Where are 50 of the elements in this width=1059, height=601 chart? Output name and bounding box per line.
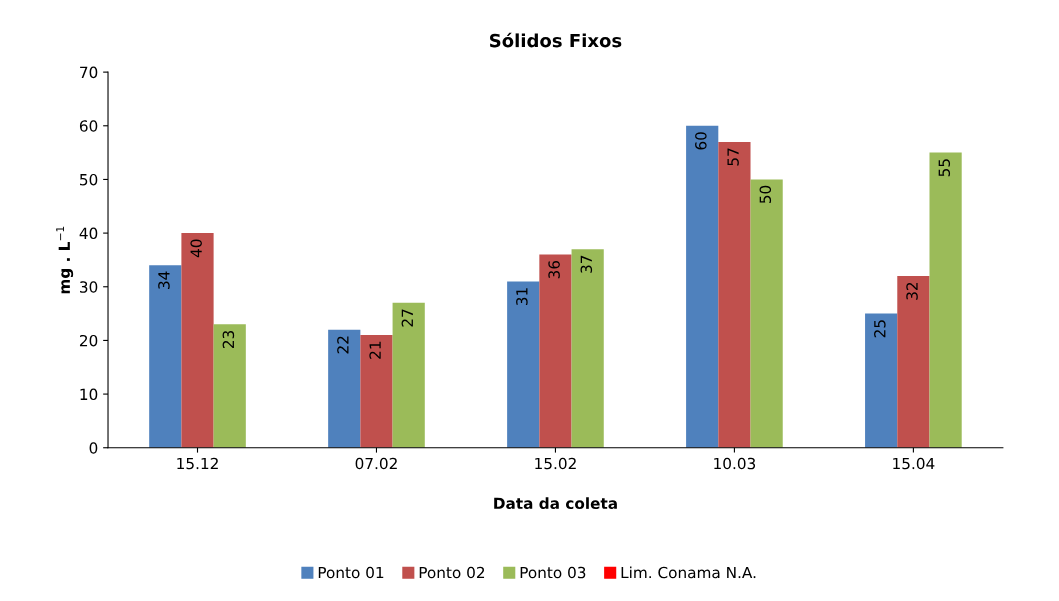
y-tick-label: 50: [80, 173, 98, 186]
bar: [181, 233, 214, 448]
x-tick-label: 10.03: [714, 457, 756, 470]
data-label: 31: [516, 288, 528, 306]
data-label: 57: [727, 148, 739, 166]
chart-title: Sólidos Fixos: [490, 32, 622, 48]
y-tick-label: 20: [79, 334, 98, 347]
data-label: 55: [938, 159, 951, 177]
data-label: 34: [158, 271, 170, 289]
bar: [392, 302, 425, 448]
bar: [328, 329, 361, 448]
data-label: 36: [548, 260, 560, 279]
data-label: 25: [874, 320, 886, 338]
data-label: 23: [222, 330, 235, 349]
data-label: 50: [759, 185, 772, 204]
bar: [750, 179, 783, 448]
y-tick-label: 10: [80, 388, 98, 401]
bar: [507, 281, 540, 448]
y-tick-label: 70: [80, 66, 98, 79]
bar: [865, 313, 898, 448]
bar: [897, 276, 930, 448]
x-axis-title: Data da coleta: [494, 497, 617, 510]
y-axis-title: mg . L$^{−1}$: [56, 226, 74, 294]
x-tick-label: 15.02: [535, 457, 576, 470]
data-label: 22: [337, 336, 349, 354]
bar: [360, 335, 393, 448]
bar: [539, 254, 572, 448]
x-tick-label: 15.04: [893, 457, 935, 470]
data-label: 37: [580, 255, 593, 273]
legend-label: Lim. Conama N.A.: [621, 566, 756, 579]
bar: [718, 141, 751, 448]
legend-label: Ponto 03: [520, 566, 586, 579]
x-tick-label: 15.12: [177, 457, 218, 470]
legend-label: Ponto 02: [419, 566, 485, 579]
bar: [213, 324, 246, 448]
data-label: 60: [695, 132, 707, 150]
bar: [929, 152, 962, 448]
y-tick-label: 0: [89, 442, 98, 454]
data-label: 21: [369, 341, 381, 359]
y-tick-label: 30: [80, 281, 98, 293]
y-tick-label: 40: [79, 227, 98, 240]
bar: [149, 265, 182, 448]
data-label: 32: [906, 282, 918, 300]
data-label: 27: [401, 309, 413, 327]
legend-label: Ponto 01: [318, 566, 384, 579]
bar: [571, 249, 604, 448]
bar: [686, 125, 719, 448]
data-label: 40: [190, 239, 202, 258]
x-tick-label: 07.02: [355, 457, 397, 470]
y-tick-label: 60: [79, 120, 98, 132]
